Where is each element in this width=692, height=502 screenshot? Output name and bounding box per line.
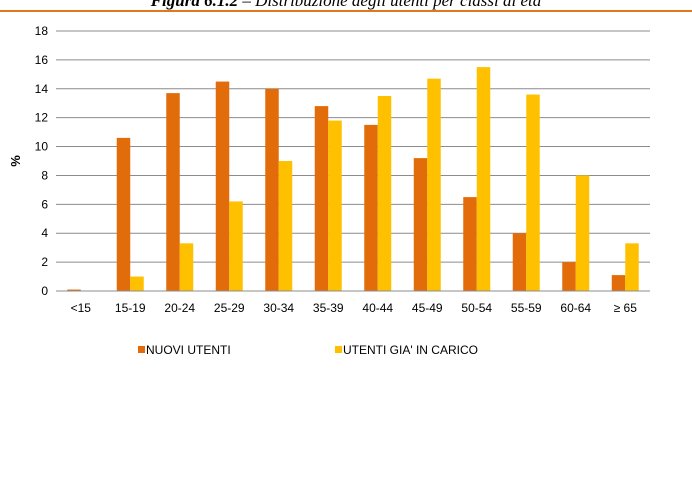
bar-nuovi-utenti: [512, 233, 527, 291]
bar-nuovi-utenti: [364, 124, 378, 291]
bars: [67, 67, 639, 292]
bar-utenti-gia-in-carico: [179, 243, 194, 291]
x-tick-label: 55-59: [511, 301, 542, 315]
y-tick-label: 6: [41, 197, 48, 211]
y-tick-label: 18: [35, 24, 49, 38]
x-tick-label: 30-34: [263, 301, 294, 315]
bar-nuovi-utenti: [463, 197, 477, 291]
x-tick-label: ≥ 65: [614, 301, 638, 315]
bar-utenti-gia-in-carico: [625, 243, 639, 291]
y-tick-label: 16: [35, 53, 49, 67]
legend-label: NUOVI UTENTI: [146, 343, 231, 357]
caption-rule: [0, 10, 692, 12]
axes: 0 2 4 6 8 10 12 14 16 18 <15 15-19 20-24 25-29 30-34 35…: [35, 24, 650, 315]
bar-nuovi-utenti: [215, 81, 230, 291]
x-tick-label: 60-64: [560, 301, 591, 315]
x-tick-label: 25-29: [214, 301, 245, 315]
gridlines: [56, 30, 650, 263]
bar-utenti-gia-in-carico: [328, 120, 342, 291]
bar-nuovi-utenti: [166, 93, 180, 291]
y-tick-label: 0: [41, 284, 48, 298]
figure-label: Figura 6.1.2: [150, 0, 239, 10]
y-axis-label: %: [8, 155, 23, 167]
y-tick-label: 8: [41, 168, 48, 182]
x-tick-label: 50-54: [461, 301, 492, 315]
bar-utenti-gia-in-carico: [229, 201, 243, 291]
caption-separator: –: [238, 0, 256, 10]
x-tick-label: 40-44: [362, 301, 393, 315]
bar-utenti-gia-in-carico: [130, 276, 144, 291]
bar-nuovi-utenti: [265, 88, 279, 292]
bar-utenti-gia-in-carico: [575, 175, 590, 291]
bar-nuovi-utenti: [314, 106, 329, 291]
bar-nuovi-utenti: [413, 158, 428, 291]
figure-caption: Figura 6.1.2 – Distribuzione degli utent…: [0, 0, 692, 11]
bar-nuovi-utenti: [562, 262, 576, 291]
x-tick-label: 45-49: [412, 301, 443, 315]
x-tick-label: <15: [71, 301, 92, 315]
y-tick-label: 2: [41, 255, 48, 269]
y-tick-label: 10: [35, 140, 49, 154]
bar-nuovi-utenti: [611, 275, 626, 291]
y-tick-label: 4: [41, 226, 48, 240]
legend-label: UTENTI GIA' IN CARICO: [343, 343, 478, 357]
x-tick-label: 15-19: [115, 301, 146, 315]
bar-utenti-gia-in-carico: [377, 96, 392, 291]
bar-nuovi-utenti: [116, 137, 131, 291]
legend: NUOVI UTENTI UTENTI GIA' IN CARICO: [138, 343, 478, 357]
legend-swatch: [138, 346, 145, 353]
x-tick-label: 20-24: [164, 301, 195, 315]
caption-text: Distribuzione degli utenti per classi di…: [255, 0, 542, 10]
bar-utenti-gia-in-carico: [476, 67, 491, 291]
bar-utenti-gia-in-carico: [526, 94, 540, 291]
y-tick-label: 14: [35, 82, 49, 96]
bar-utenti-gia-in-carico: [278, 161, 293, 291]
bar-utenti-gia-in-carico: [427, 78, 441, 292]
x-tick-label: 35-39: [313, 301, 344, 315]
y-tick-label: 12: [35, 111, 49, 125]
legend-swatch: [335, 346, 342, 353]
bar-nuovi-utenti: [67, 289, 81, 291]
